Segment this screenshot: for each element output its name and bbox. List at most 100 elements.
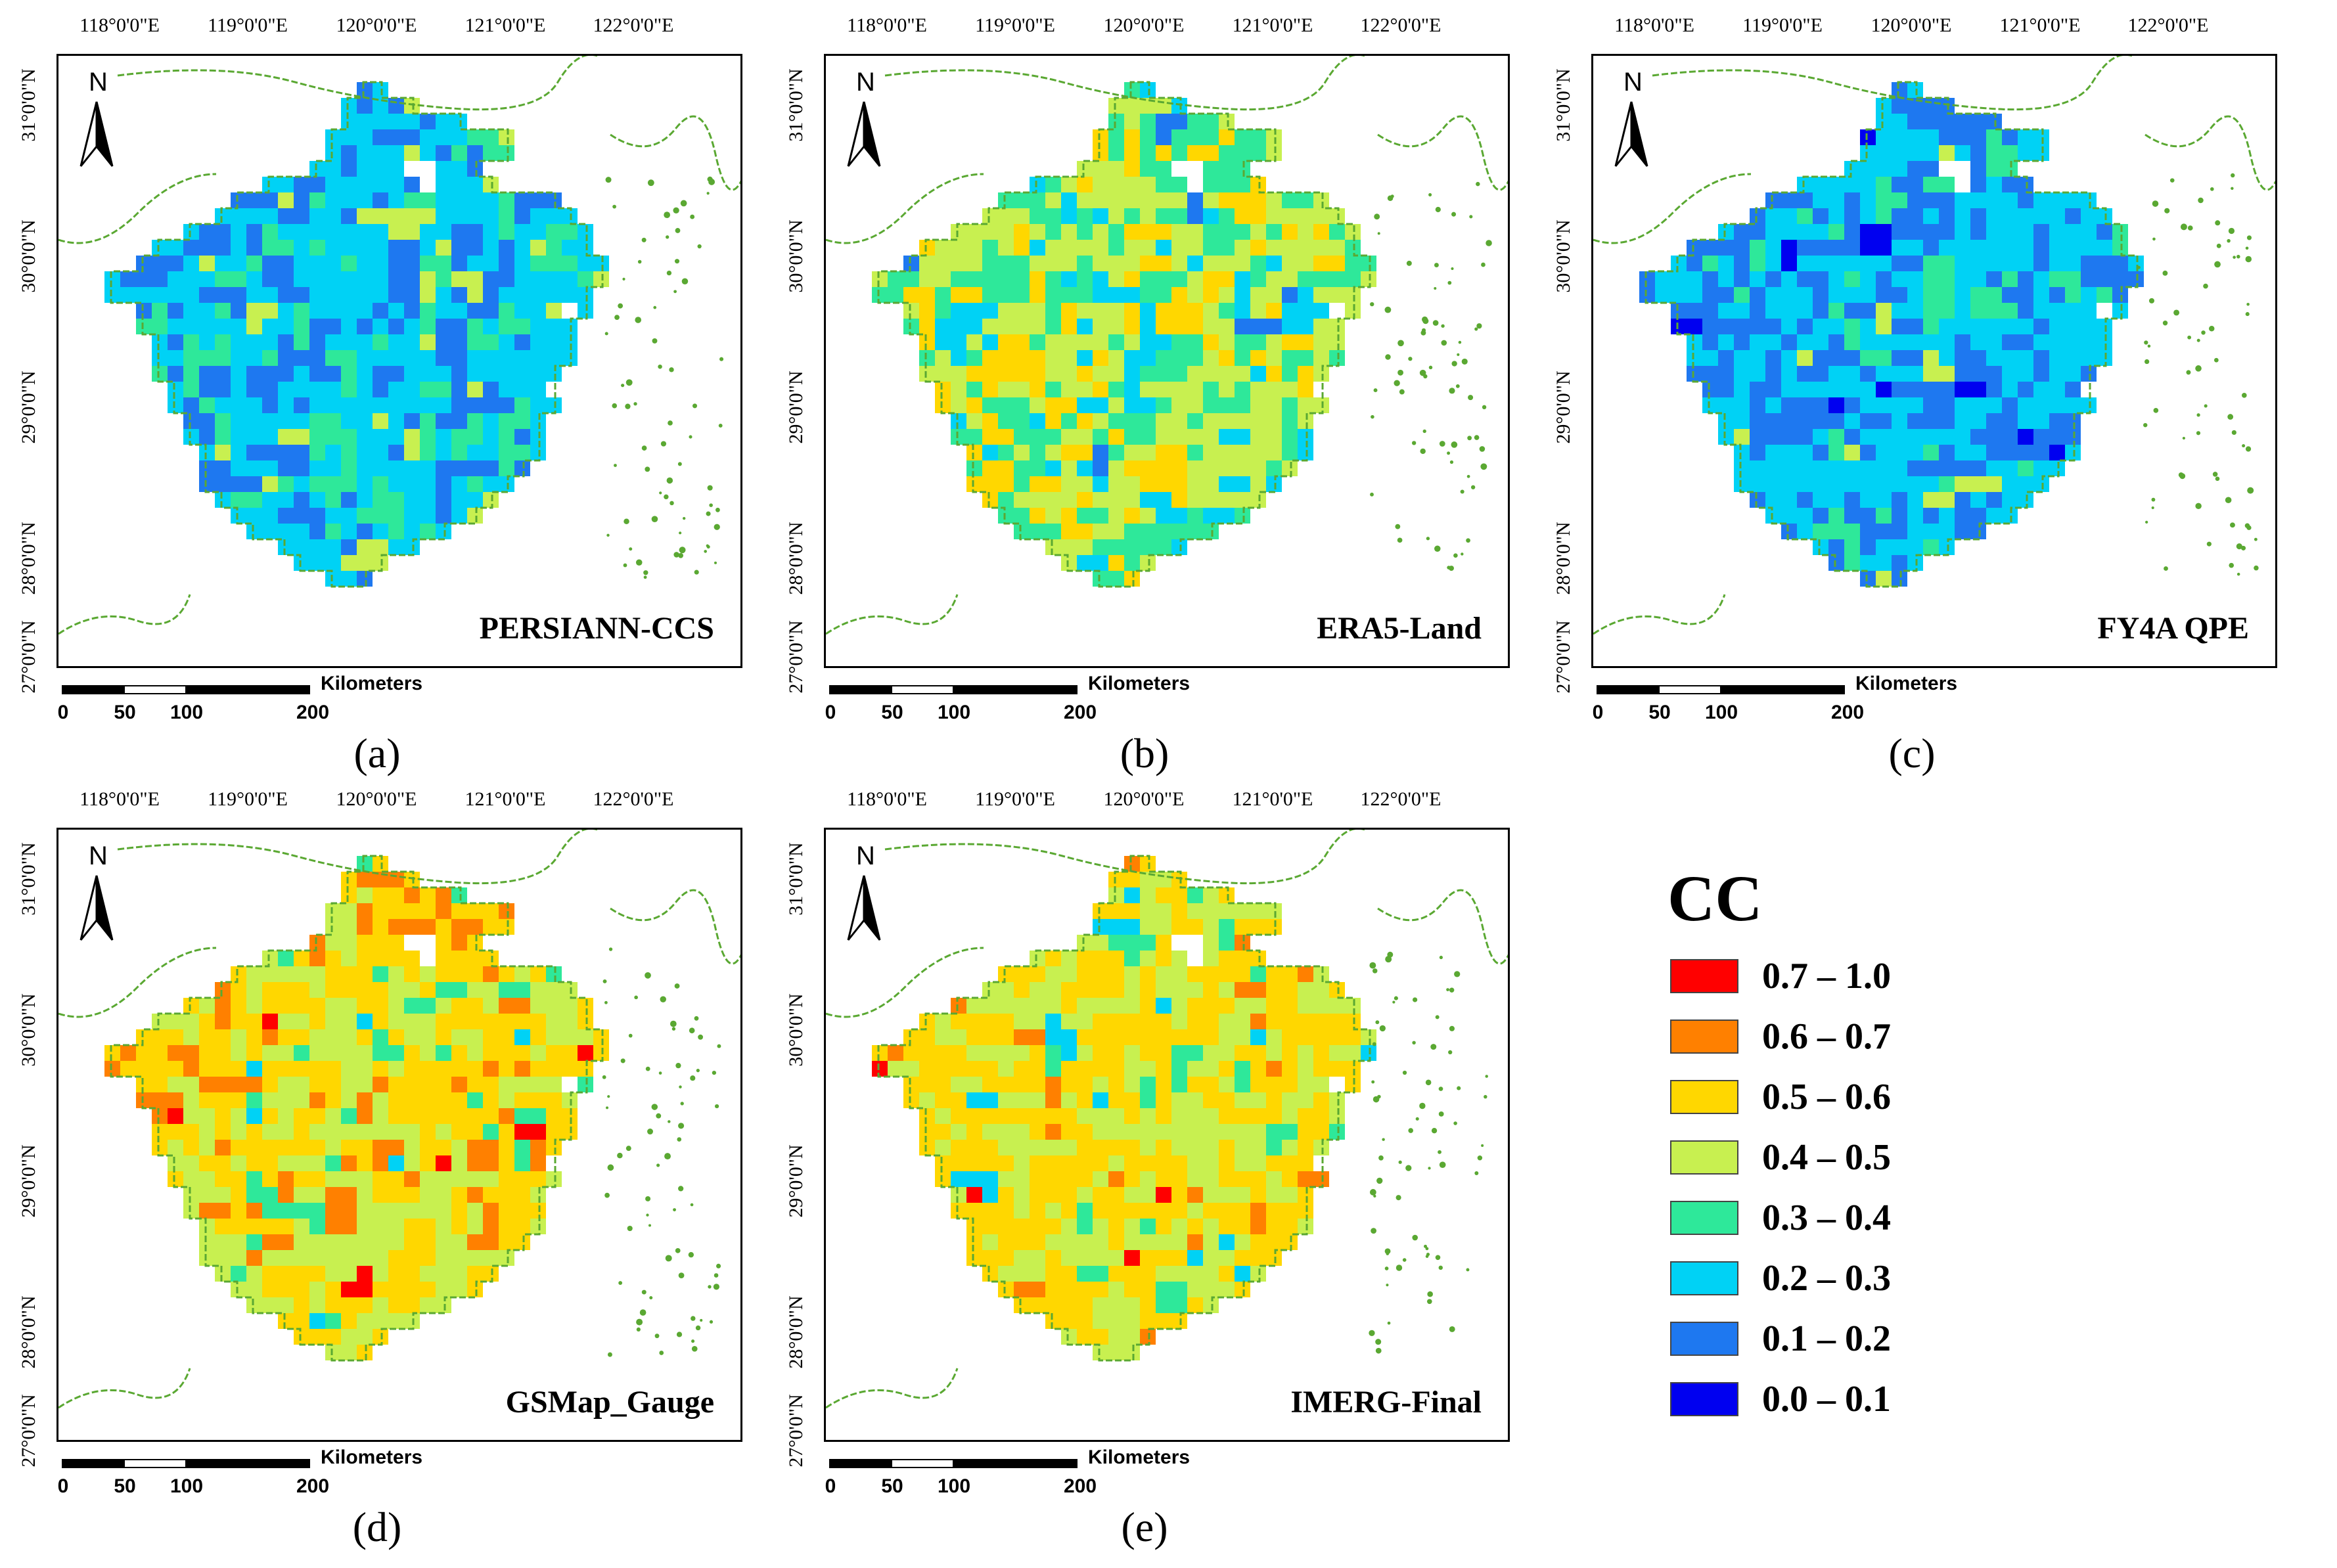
raster-cell [1108, 1345, 1124, 1360]
raster-cell [1124, 1108, 1140, 1124]
raster-cell [1813, 539, 1828, 555]
raster-cell [309, 1124, 325, 1140]
raster-cell [388, 1219, 404, 1234]
raster-cell [998, 319, 1014, 334]
raster-cell [483, 1203, 499, 1219]
raster-cell [2002, 192, 2018, 208]
raster-cell [1876, 508, 1892, 524]
raster-cell [499, 1219, 514, 1234]
raster-cell [2002, 224, 2018, 240]
raster-cell [578, 1014, 593, 1029]
raster-cell [436, 397, 451, 413]
coastline [884, 56, 1365, 111]
raster-cell [1813, 366, 1828, 382]
raster-cell [1093, 1171, 1108, 1187]
raster-cell [420, 1282, 436, 1297]
raster-cell [1828, 334, 1844, 350]
map-panel-d: 118°0'0"E 119°0'0"E 120°0'0"E 121°0'0"E 122°… [0, 774, 762, 1562]
raster-cell [152, 287, 168, 303]
raster-cell [1108, 1108, 1124, 1124]
island [627, 1225, 633, 1232]
raster-cell [1219, 397, 1235, 413]
raster-cell [309, 1219, 325, 1234]
raster-cell [262, 177, 278, 192]
raster-cell [325, 508, 341, 524]
island [1451, 361, 1457, 367]
north-arrow-icon [847, 101, 881, 167]
raster-cell [1171, 1219, 1187, 1234]
raster-cell [1765, 366, 1781, 382]
raster-cell [562, 350, 578, 366]
raster-cell [1282, 1092, 1298, 1108]
island [1484, 1094, 1487, 1099]
raster-cell [1923, 287, 1939, 303]
raster-cell [1671, 256, 1687, 271]
raster-cell [278, 1187, 294, 1203]
raster-cell [1781, 334, 1797, 350]
raster-cell [888, 287, 903, 303]
raster-cell [325, 303, 341, 319]
raster-cell [1093, 271, 1108, 287]
raster-cell [1077, 476, 1093, 492]
raster-cell [1093, 256, 1108, 271]
raster-cell [1108, 192, 1124, 208]
raster-cell [436, 903, 451, 919]
raster-cell [1923, 319, 1939, 334]
raster-cell [467, 1203, 483, 1219]
island [1435, 206, 1441, 213]
raster-cell [246, 382, 262, 397]
map-frame: N GSMap_Gauge [57, 828, 742, 1442]
raster-cell [420, 1250, 436, 1266]
raster-cell [388, 1250, 404, 1266]
legend-swatch [1670, 1261, 1738, 1295]
raster-cell [436, 303, 451, 319]
raster-cell [294, 508, 309, 524]
raster-cell [530, 966, 546, 982]
raster-cell [215, 256, 231, 271]
raster-cell [1250, 1203, 1266, 1219]
raster-cell [1860, 460, 1876, 476]
raster-cell [1250, 460, 1266, 476]
raster-cell [483, 366, 499, 382]
island [709, 1320, 714, 1324]
raster-cell [404, 998, 420, 1014]
raster-cell [231, 208, 246, 224]
island [1426, 537, 1430, 541]
raster-cell [1030, 1203, 1045, 1219]
raster-cell [2081, 303, 2097, 319]
raster-cell [246, 287, 262, 303]
raster-cell [436, 1045, 451, 1061]
raster-cell [1108, 1250, 1124, 1266]
raster-cell [2081, 287, 2097, 303]
raster-cell [199, 1029, 215, 1045]
raster-cell [341, 539, 357, 555]
raster-cell [1187, 366, 1203, 382]
raster-cell [966, 413, 982, 429]
raster-cell [1203, 1061, 1219, 1077]
raster-cell [935, 350, 951, 366]
island [1387, 1321, 1391, 1325]
raster-cell [341, 460, 357, 476]
raster-cell [309, 1108, 325, 1124]
island [2203, 283, 2208, 289]
raster-cell [1156, 350, 1171, 366]
raster-cell [294, 966, 309, 982]
raster-cell [1124, 413, 1140, 429]
scale-tick-label: 50 [114, 1475, 136, 1497]
raster-cell [1093, 903, 1108, 919]
island [654, 1333, 660, 1339]
raster-cell [1250, 256, 1266, 271]
raster-cell [966, 460, 982, 476]
raster-cell [1235, 1250, 1250, 1266]
raster-cell [325, 1297, 341, 1313]
raster-cell [1093, 1203, 1108, 1219]
raster-cell [2002, 129, 2018, 145]
north-label: N [89, 68, 108, 97]
raster-cell [104, 1045, 120, 1061]
raster-cell [1203, 366, 1219, 382]
raster-cell [935, 366, 951, 382]
raster-cell [483, 1171, 499, 1187]
raster-cell [436, 1171, 451, 1187]
island [1372, 968, 1378, 974]
raster-cell [1250, 1092, 1266, 1108]
